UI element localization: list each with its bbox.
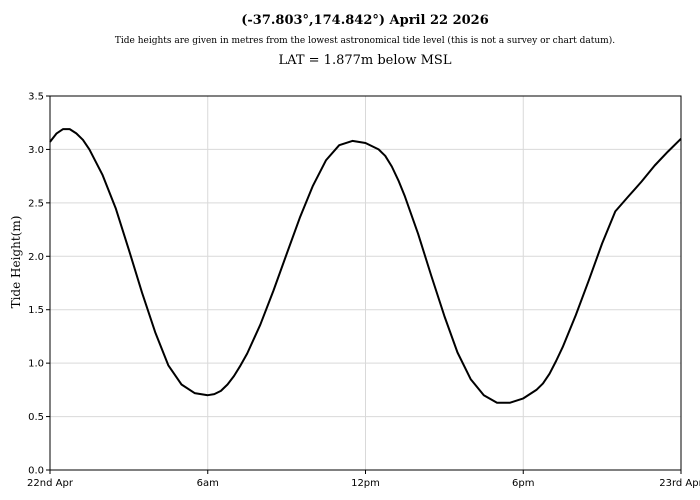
tide-height-line [49,128,682,404]
x-tick-label: 6pm [512,478,534,489]
chart-note: LAT = 1.877m below MSL [279,53,452,68]
y-tick-label: 2.0 [28,252,44,263]
y-tick-label: 3.5 [28,92,44,103]
chart-subtitle: Tide heights are given in metres from th… [115,35,615,46]
plot-grid [49,95,682,471]
y-tick-label: 1.0 [28,359,44,370]
tick-marks [46,95,682,474]
x-tick-label: 23rd Apr [659,478,700,489]
chart-title: (-37.803°,174.842°) April 22 2026 [241,13,489,28]
y-axis-label: Tide Height(m) [9,216,23,309]
x-tick-label: 6am [197,478,219,489]
x-tick-labels: 22nd Apr 6am 12pm 6pm 23rd Apr [27,478,700,489]
y-tick-label: 1.5 [28,305,44,316]
series-layer [49,128,682,404]
plot-area-frame [49,95,682,471]
y-tick-label: 0.0 [28,466,44,477]
x-tick-label: 22nd Apr [27,478,74,489]
x-tick-label: 12pm [351,478,380,489]
y-tick-label: 2.5 [28,198,44,209]
y-tick-label: 0.5 [28,412,44,423]
y-tick-label: 3.0 [28,145,44,156]
y-tick-labels: 0.0 0.5 1.0 1.5 2.0 2.5 3.0 3.5 [28,92,44,477]
